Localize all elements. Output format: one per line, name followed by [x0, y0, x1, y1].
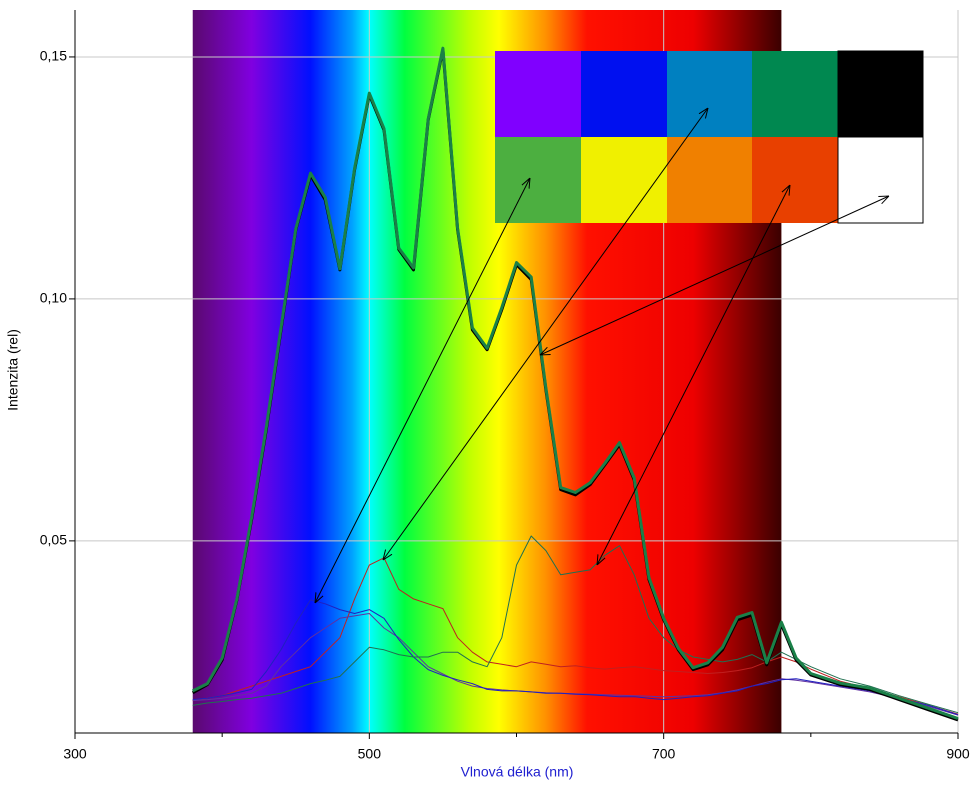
x-tick-label: 900 — [946, 746, 970, 762]
y-tick-label: 0,05 — [40, 532, 67, 548]
y-tick-label: 0,10 — [40, 290, 67, 306]
y-axis-label: Intenzita (rel) — [5, 329, 21, 411]
x-tick-label: 300 — [63, 746, 87, 762]
axes: 0,05 0,10 0,15 300 500 700 900 — [40, 10, 970, 762]
color-swatches — [495, 50, 924, 224]
x-tick-label: 700 — [652, 746, 676, 762]
arrows — [315, 108, 889, 603]
x-axis-label: Vlnová délka (nm) — [461, 764, 574, 780]
series-line — [192, 599, 959, 716]
x-tick-label: 500 — [358, 746, 382, 762]
y-tick-label: 0,15 — [40, 48, 67, 64]
